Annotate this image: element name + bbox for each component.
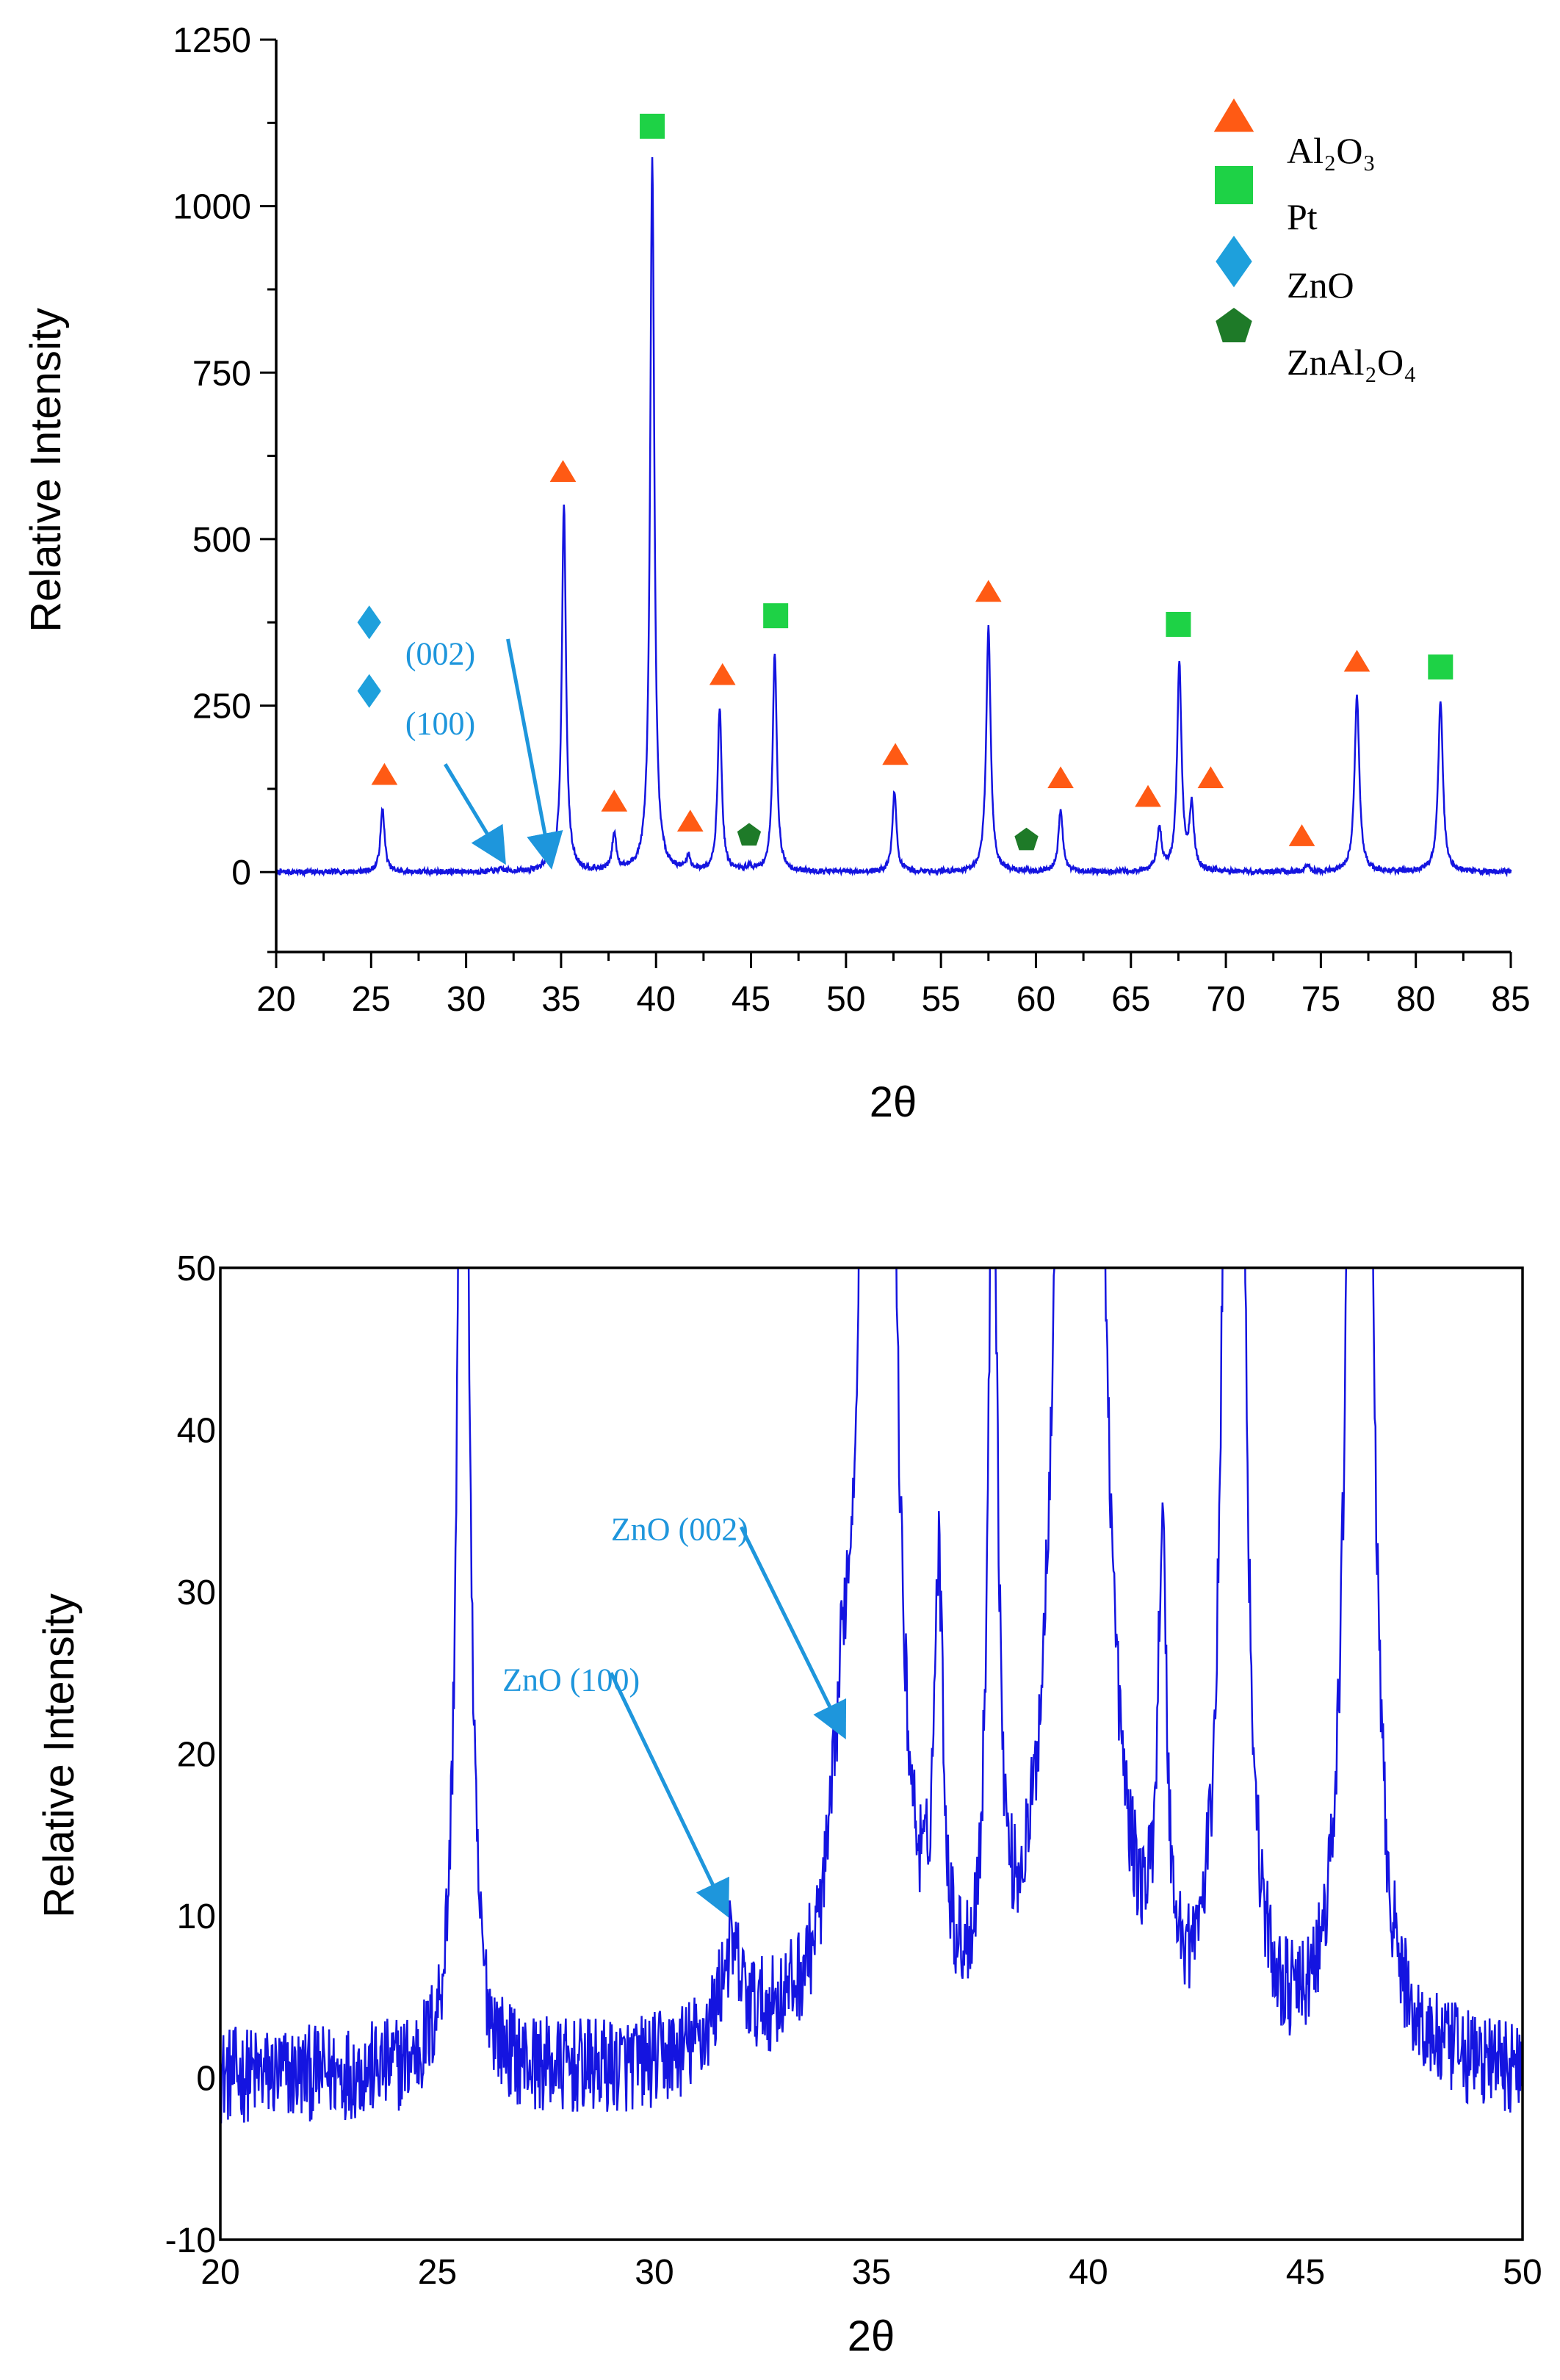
top-x-tick-label: 70	[1206, 980, 1245, 1019]
legend-label-al2o3: Al₂O₃	[1287, 130, 1376, 171]
marker-al2o3	[601, 790, 628, 812]
bottom-annotation-label: ZnO (100)	[502, 1662, 640, 1698]
top-y-axis-title: Relative Intensity	[22, 308, 70, 632]
bottom-chart: ZnO (002)ZnO (100) 20 25 30 35 40 45 50-100102…	[35, 1250, 1542, 2360]
top-annot-layer: (002) (100)	[405, 635, 563, 870]
marker-pt	[1428, 654, 1454, 679]
top-x-tick-label: 50	[826, 980, 865, 1019]
bottom-y-tick-label: 20	[177, 1736, 216, 1775]
top-x-tick-label: 35	[541, 980, 580, 1019]
bottom-annotation-arrow	[739, 1526, 847, 1739]
bottom-y-tick-label: -10	[165, 2221, 216, 2260]
top-marker-layer	[357, 113, 1454, 851]
marker-al2o3	[549, 460, 577, 483]
bottom-plot-frame	[219, 1266, 1524, 2241]
top-xrd-trace	[275, 157, 1512, 878]
bottom-x-tick-label: 50	[1503, 2253, 1542, 2292]
bottom-x-tick-label: 40	[1069, 2253, 1108, 2292]
top-trace-layer	[275, 157, 1512, 878]
top-y-tick-label: 1250	[173, 21, 251, 60]
marker-al2o3	[371, 762, 398, 785]
bottom-tick-layer: 20 25 30 35 40 45 50 -10 0 10 20 30 40 50	[165, 1250, 1542, 2292]
top-x-tick-label: 40	[637, 980, 676, 1019]
marker-pt	[1166, 611, 1191, 637]
top-annotation-arrow	[444, 763, 506, 865]
top-x-tick-label: 80	[1396, 980, 1435, 1019]
legend-symbol-zno	[1216, 235, 1252, 288]
top-x-tick-label: 85	[1491, 980, 1530, 1019]
marker-al2o3	[676, 809, 704, 832]
marker-znal2o4	[737, 823, 762, 846]
marker-al2o3	[1135, 785, 1161, 807]
marker-al2o3	[1047, 766, 1074, 789]
marker-pt	[640, 113, 665, 139]
bottom-y-tick-label: 10	[177, 1897, 216, 1936]
marker-al2o3	[1343, 649, 1371, 672]
bottom-y-axis-title: Relative Intensity	[35, 1593, 83, 1918]
marker-al2o3	[975, 580, 1002, 602]
top-tick-layer: 20 25 30 35 40 45 50 55 60 65 70 75 80 85 0 250 500 750 10…	[173, 21, 1530, 1019]
bottom-x-tick-label: 35	[852, 2253, 891, 2292]
legend-symbol-pt	[1215, 166, 1253, 204]
bottom-x-tick-label: 20	[201, 2253, 239, 2292]
top-x-axis-title: 2θ	[870, 1078, 917, 1126]
legend-symbol-znal2o4	[1216, 308, 1252, 342]
bottom-y-tick-label: 50	[177, 1250, 216, 1288]
marker-al2o3	[1288, 824, 1315, 846]
bottom-x-axis-title: 2θ	[848, 2312, 895, 2360]
top-x-tick-label: 65	[1111, 980, 1150, 1019]
top-y-tick-label: 1000	[173, 188, 251, 227]
bottom-y-tick-label: 0	[196, 2060, 216, 2099]
marker-al2o3	[882, 743, 909, 765]
top-y-tick-label: 500	[192, 521, 251, 560]
top-legend: Al₂O₃ Pt ZnO ZnAl₂O₄	[1213, 98, 1417, 383]
top-x-tick-label: 25	[352, 980, 391, 1019]
legend-symbol-al2o3	[1213, 98, 1254, 132]
top-x-tick-label: 20	[256, 980, 295, 1019]
bottom-annotation-arrow	[609, 1672, 729, 1918]
bottom-x-tick-label: 25	[418, 2253, 457, 2292]
legend-label-znal2o4: ZnAl₂O₄	[1287, 342, 1417, 383]
bottom-annotation-label: ZnO (002)	[611, 1511, 748, 1547]
bottom-x-tick-label: 30	[635, 2253, 674, 2292]
marker-al2o3	[709, 663, 736, 685]
top-x-tick-label: 30	[447, 980, 485, 1019]
bottom-annot-layer: ZnO (002) ZnO (100)	[502, 1511, 847, 1918]
legend-label-zno: ZnO	[1287, 264, 1354, 306]
bottom-x-tick-label: 45	[1286, 2253, 1325, 2292]
bottom-trace-layer	[220, 1268, 1523, 2124]
marker-al2o3	[1197, 766, 1224, 789]
top-x-tick-label: 45	[732, 980, 770, 1019]
top-y-tick-label: 750	[192, 354, 251, 393]
top-chart: (002) (100) 20 25 30 35 40 45 50 55 60 65 70 75 80 85 0…	[22, 21, 1531, 1126]
marker-zno	[357, 674, 381, 708]
bottom-xrd-trace	[220, 1268, 1523, 2124]
legend-label-pt: Pt	[1287, 196, 1318, 237]
bottom-y-tick-label: 30	[177, 1573, 216, 1612]
top-x-tick-label: 75	[1301, 980, 1340, 1019]
bottom-y-tick-label: 40	[177, 1412, 216, 1451]
top-annotation-label: (002)	[405, 635, 475, 671]
top-annotation-label: (100)	[405, 706, 475, 742]
marker-znal2o4	[1014, 827, 1039, 851]
marker-zno	[357, 605, 381, 640]
top-y-tick-label: 250	[192, 688, 251, 726]
top-x-tick-label: 60	[1016, 980, 1055, 1019]
top-x-tick-label: 55	[921, 980, 960, 1019]
top-y-tick-label: 0	[231, 854, 251, 892]
marker-pt	[763, 603, 789, 629]
top-annotation-arrow	[506, 638, 563, 870]
